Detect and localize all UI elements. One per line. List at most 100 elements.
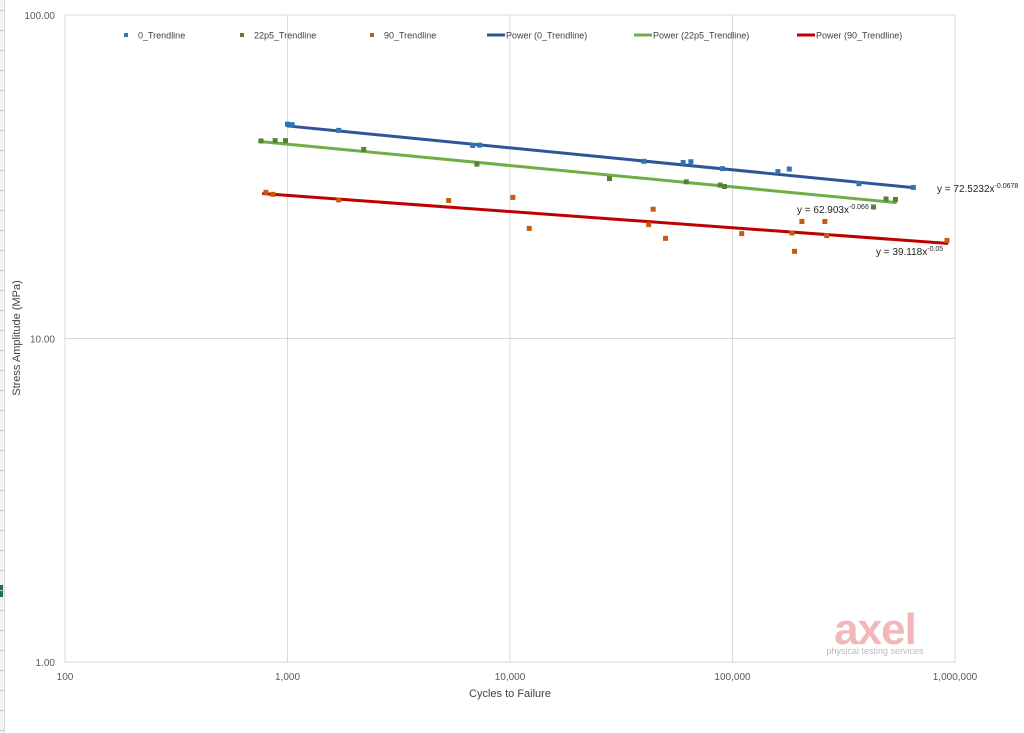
legend-label: 22p5_Trendline [254,31,316,41]
row-divider [0,450,4,451]
row-divider [0,350,4,351]
x-tick-label: 10,000 [495,672,526,683]
data-point-marker[interactable] [641,158,647,164]
data-point-marker[interactable] [650,206,656,212]
data-point-marker[interactable] [739,231,745,237]
row-divider [0,130,4,131]
legend-item[interactable]: Power (22p5_Trendline) [634,31,749,41]
power-trendline [286,124,915,190]
data-point-marker[interactable] [289,122,295,128]
row-divider [0,590,4,591]
row-divider [0,270,4,271]
data-point-marker[interactable] [824,233,830,239]
data-point-marker[interactable] [336,127,342,133]
legend-marker-icon [124,33,128,37]
data-point-marker[interactable] [910,184,916,190]
data-point-marker[interactable] [719,166,725,172]
data-point-marker[interactable] [606,176,612,182]
row-divider [0,490,4,491]
data-point-marker[interactable] [663,235,669,241]
row-divider [0,710,4,711]
x-tick-label: 100,000 [714,672,751,683]
axel-logo-watermark: axel physical testing services [826,605,924,656]
row-divider [0,550,4,551]
data-point-marker[interactable] [717,182,723,188]
row-divider [0,390,4,391]
data-points [258,121,950,254]
data-point-marker[interactable] [361,146,367,152]
data-point-marker[interactable] [721,184,727,190]
legend-item[interactable]: 22p5_Trendline [240,31,316,41]
data-point-marker[interactable] [270,191,276,197]
data-point-marker[interactable] [775,169,781,175]
data-point-marker[interactable] [683,179,689,185]
row-divider [0,310,4,311]
data-point-marker[interactable] [510,194,516,200]
data-point-marker[interactable] [336,197,342,203]
data-point-marker[interactable] [789,230,795,236]
data-point-marker[interactable] [526,225,532,231]
selected-row-indicator [0,585,3,597]
data-point-marker[interactable] [446,198,452,204]
data-point-marker[interactable] [792,248,798,254]
row-divider [0,370,4,371]
data-point-marker[interactable] [856,181,862,187]
legend-marker-icon [240,33,244,37]
row-divider [0,610,4,611]
y-tick-label: 10.00 [30,335,55,346]
legend-label: 0_Trendline [138,31,185,41]
data-point-marker[interactable] [799,218,805,224]
data-point-marker[interactable] [470,143,476,149]
x-tick-label: 1,000 [275,672,300,683]
row-divider [0,70,4,71]
data-point-marker[interactable] [883,196,889,202]
x-axis-title: Cycles to Failure [469,688,551,700]
watermark-main-text: axel [834,605,916,654]
legend-item[interactable]: Power (90_Trendline) [797,31,902,41]
x-tick-label: 100 [57,672,74,683]
data-point-marker[interactable] [272,138,278,144]
row-divider [0,170,4,171]
y-axis-tick-labels: 100.00 10.00 1.00 [24,11,55,669]
trendline-equation-label: y = 39.118x-0.05 [876,246,943,258]
data-point-marker[interactable] [892,196,898,202]
row-divider [0,690,4,691]
row-divider [0,10,4,11]
data-point-marker[interactable] [285,121,290,127]
row-divider [0,570,4,571]
gridlines [65,14,955,663]
legend-item[interactable]: 0_Trendline [124,31,185,41]
row-divider [0,470,4,471]
row-divider [0,730,4,731]
data-point-marker[interactable] [786,166,792,172]
y-axis-title: Stress Amplitude (MPa) [11,280,23,396]
y-tick-label: 100.00 [24,11,55,22]
legend-item[interactable]: 90_Trendline [370,31,436,41]
x-tick-label: 1,000,000 [933,672,978,683]
data-point-marker[interactable] [283,138,289,144]
row-divider [0,190,4,191]
legend-item[interactable]: Power (0_Trendline) [487,31,587,41]
legend-marker-icon [370,33,374,37]
data-point-marker[interactable] [870,204,876,210]
row-divider [0,650,4,651]
data-point-marker[interactable] [477,142,483,148]
row-divider [0,630,4,631]
data-point-marker[interactable] [258,138,264,144]
legend[interactable]: 0_Trendline 22p5_Trendline 90_Trendline Pow… [124,31,902,41]
spreadsheet-row-header-edge [0,0,5,733]
data-point-marker[interactable] [646,222,652,228]
data-point-marker[interactable] [474,161,480,167]
data-point-marker[interactable] [822,218,828,224]
row-divider [0,330,4,331]
row-divider [0,50,4,51]
legend-label: Power (90_Trendline) [816,31,902,41]
data-point-marker[interactable] [944,237,950,243]
row-divider [0,210,4,211]
watermark-sub-text: physical testing services [826,646,924,656]
row-divider [0,250,4,251]
data-point-marker[interactable] [688,159,694,165]
data-point-marker[interactable] [263,189,269,195]
data-point-marker[interactable] [680,159,686,165]
